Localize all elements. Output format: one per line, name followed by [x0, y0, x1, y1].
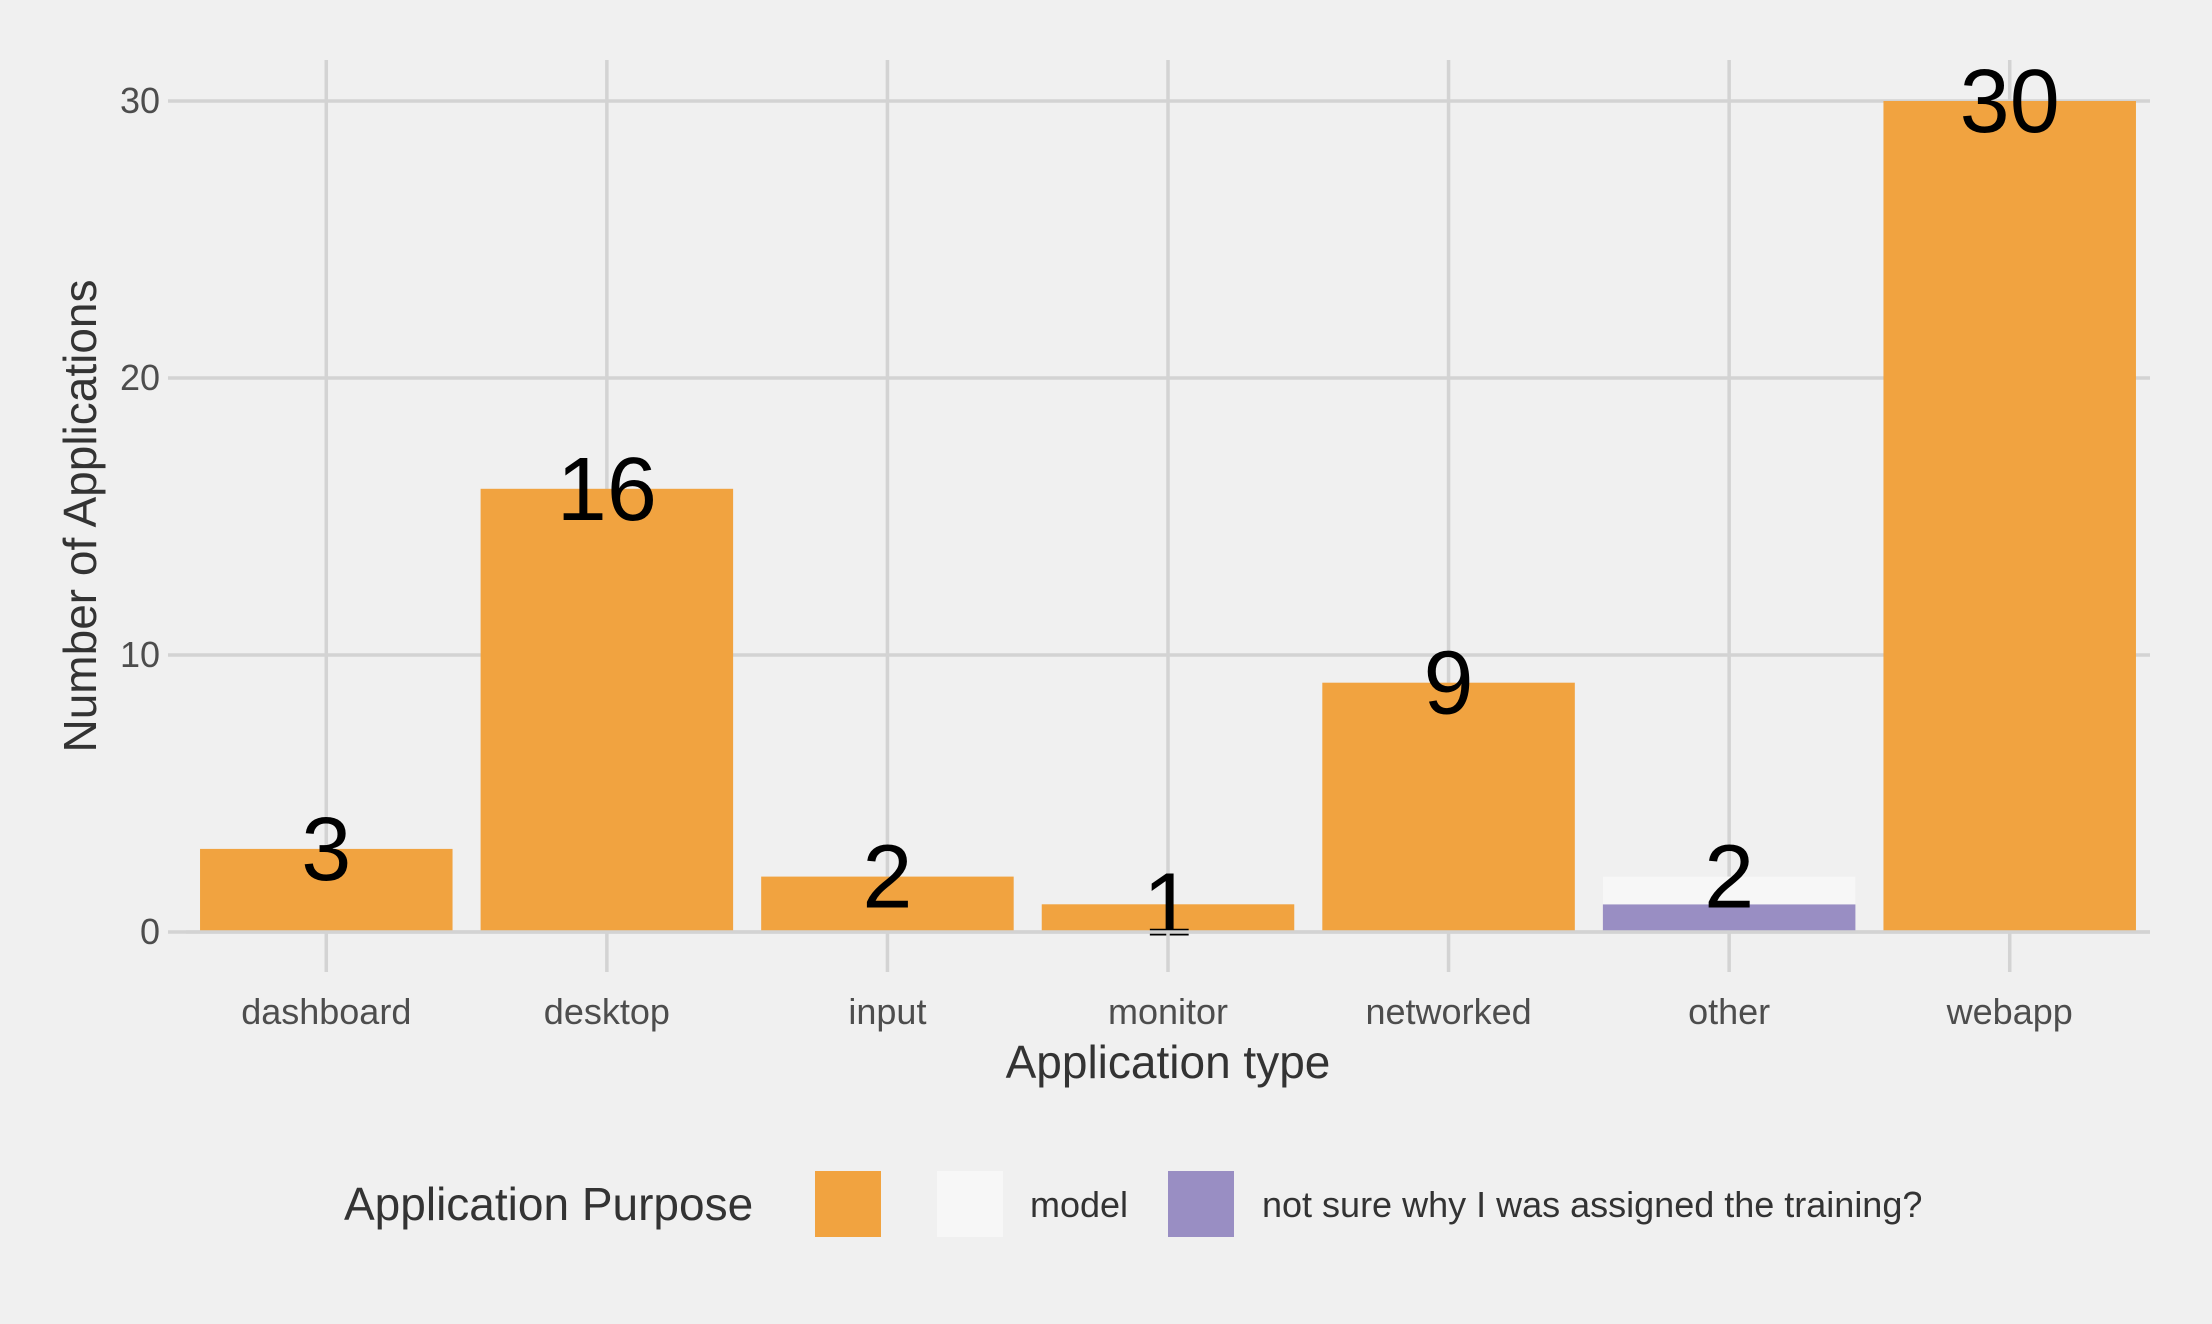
x-tick-label: monitor	[1108, 991, 1228, 1032]
axes: 0 10 20 30 dashboard desktop input monitor netwo…	[120, 80, 2150, 1032]
legend-key-3	[1168, 1171, 1234, 1237]
x-tick-label: dashboard	[241, 991, 411, 1032]
value-label-webapp: 30	[1960, 52, 2060, 152]
y-tick-label: 0	[140, 911, 160, 952]
bar-desktop	[480, 488, 734, 932]
x-tick-label: input	[848, 991, 926, 1032]
y-tick-label: 30	[120, 80, 160, 121]
legend-label-3: not sure why I was assigned the training…	[1262, 1184, 1922, 1225]
value-label-other: 2	[1704, 828, 1754, 928]
y-tick-label: 10	[120, 634, 160, 675]
y-axis-title: Number of Applications	[54, 279, 106, 752]
x-tick-label: other	[1688, 991, 1770, 1032]
legend-key-1	[815, 1171, 881, 1237]
bar-other	[1602, 904, 1856, 932]
value-label-networked: 9	[1424, 634, 1474, 734]
bar-dashboard	[200, 848, 453, 932]
x-axis-title: Application type	[1006, 1036, 1331, 1088]
legend: Application Purpose model not sure why I …	[344, 1171, 1922, 1237]
value-label-dashboard: 3	[301, 800, 351, 900]
x-tick-label: desktop	[544, 991, 670, 1032]
bar-input	[761, 876, 1014, 932]
value-label-desktop: 16	[557, 440, 657, 540]
value-label-input: 2	[862, 828, 912, 928]
legend-title: Application Purpose	[344, 1178, 753, 1230]
x-tick-label: webapp	[1946, 991, 2073, 1032]
bars	[200, 101, 2136, 932]
x-tick-label: networked	[1366, 991, 1532, 1032]
bar-other	[1602, 876, 1856, 905]
bar-networked	[1322, 682, 1575, 932]
bar-monitor	[1041, 904, 1295, 932]
legend-label-2: model	[1030, 1184, 1128, 1225]
bar-webapp	[1883, 101, 2136, 932]
legend-key-2	[937, 1171, 1003, 1237]
y-tick-label: 20	[120, 357, 160, 398]
